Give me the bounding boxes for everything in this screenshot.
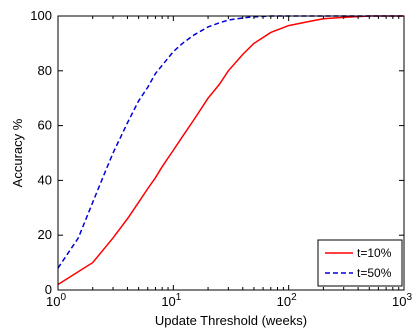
y-tick-label: 100 [30,8,52,23]
legend: t=10% t=50% [317,239,403,287]
series-layer [57,15,404,286]
series-line-t10 [57,15,404,286]
legend-label-t10: t=10% [357,246,392,260]
legend-box [317,239,403,287]
legend-label-t50: t=50% [357,266,392,280]
y-tick-label: 40 [38,172,52,187]
x-axis-label: Update Threshold (weeks) [155,313,307,328]
series-line-t50 [57,15,404,269]
x-tick-label: 103 [392,292,412,309]
y-tick-label: 80 [38,63,52,78]
x-tick-label: 100 [46,292,66,309]
y-axis-label: Accuracy % [10,118,25,187]
x-tick-label: 101 [161,292,181,309]
plot-frame [57,15,405,291]
y-tick-label: 60 [38,118,52,133]
x-tick-label: 102 [277,292,297,309]
y-tick-label: 0 [45,282,52,297]
y-tick-label: 20 [38,227,52,242]
